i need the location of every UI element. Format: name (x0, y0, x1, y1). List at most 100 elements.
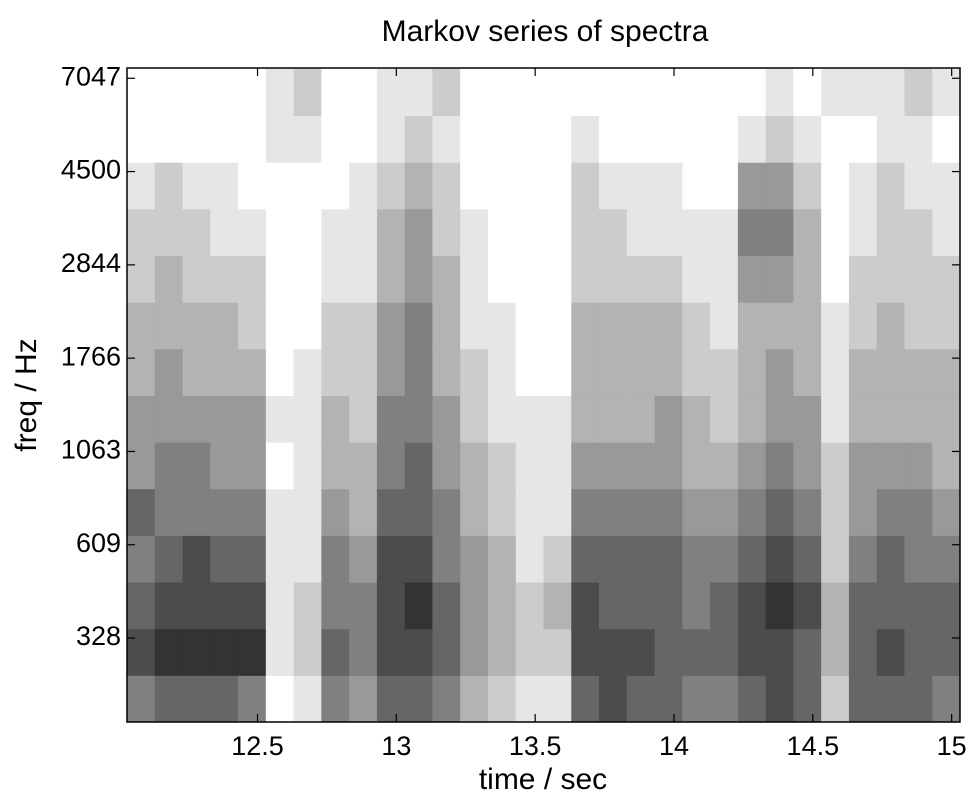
heatmap-cell (432, 208, 461, 257)
heatmap-cell (821, 115, 850, 163)
heatmap-cell (626, 535, 656, 583)
heatmap-cell (737, 488, 767, 536)
heatmap-cell (737, 675, 767, 723)
heatmap-cell (654, 348, 683, 396)
heatmap-cell (265, 115, 295, 163)
heatmap-cell (571, 675, 600, 723)
heatmap-cell (821, 535, 850, 583)
heatmap-cell (321, 395, 350, 443)
y-tick-label: 328 (76, 621, 121, 651)
heatmap-cell (710, 255, 739, 303)
heatmap-cell (543, 582, 572, 630)
heatmap-cell (432, 348, 461, 396)
heatmap-cell (626, 255, 656, 303)
heatmap-cell (765, 208, 794, 257)
heatmap-cell (599, 675, 628, 723)
heatmap-cell (460, 675, 489, 723)
heatmap-cell (293, 208, 322, 257)
heatmap-cell (515, 442, 544, 490)
heatmap-cell (737, 628, 767, 676)
heatmap-cell (904, 675, 933, 723)
heatmap-cell (876, 68, 905, 117)
heatmap-cell (682, 442, 711, 490)
heatmap-cell (460, 488, 489, 536)
heatmap-cell (682, 68, 711, 117)
heatmap-cell (376, 255, 406, 303)
x-tick-label: 14.5 (787, 731, 840, 761)
heatmap-cell (710, 582, 739, 630)
heatmap-cell (904, 68, 933, 117)
heatmap-cell (376, 208, 406, 257)
heatmap-cell (404, 68, 433, 117)
heatmap-cell (432, 488, 461, 536)
heatmap-cell (154, 675, 184, 723)
heatmap-cell (404, 208, 433, 257)
heatmap-cell (599, 488, 628, 536)
heatmap-cell (432, 628, 461, 676)
heatmap-cell (265, 348, 295, 396)
heatmap-cell (710, 675, 739, 723)
heatmap-cell (793, 302, 822, 350)
heatmap-cell (904, 348, 933, 396)
heatmap-cell (571, 255, 600, 303)
heatmap-cell (904, 395, 933, 443)
heatmap-cell (432, 442, 461, 490)
heatmap-cell (848, 68, 878, 117)
heatmap-cell (543, 68, 572, 117)
heatmap-cell (182, 68, 211, 117)
heatmap-cell (904, 208, 933, 257)
heatmap-cell (349, 488, 378, 536)
heatmap-cell (487, 162, 517, 210)
heatmap-cell (265, 488, 295, 536)
heatmap-cell (432, 582, 461, 630)
heatmap-cell (154, 488, 184, 536)
heatmap-cell (599, 302, 628, 350)
heatmap-cell (460, 115, 489, 163)
heatmap-cell (265, 302, 295, 350)
heatmap-cell (848, 582, 878, 630)
heatmap-cell (765, 442, 794, 490)
heatmap-cell (682, 302, 711, 350)
heatmap-cell (737, 208, 767, 257)
heatmap-cell (432, 68, 461, 117)
heatmap-cell (710, 208, 739, 257)
heatmap-cell (376, 535, 406, 583)
heatmap-cell (932, 442, 961, 490)
plot-frame (126, 67, 961, 723)
heatmap-cell (404, 628, 433, 676)
heatmap-cell (515, 488, 544, 536)
heatmap-cell (265, 255, 295, 303)
heatmap-cell (876, 255, 905, 303)
heatmap-cell (626, 628, 656, 676)
heatmap-cell (210, 162, 239, 210)
heatmap-cell (904, 628, 933, 676)
heatmap-cell (821, 395, 850, 443)
heatmap-cell (487, 395, 517, 443)
heatmap-cell (904, 488, 933, 536)
heatmap-cell (793, 348, 822, 396)
heatmap-cell (349, 68, 378, 117)
heatmap-cell (571, 582, 600, 630)
heatmap-cell (876, 395, 905, 443)
heatmap-cell (349, 628, 378, 676)
heatmap-cell (404, 442, 433, 490)
heatmap-cell (793, 255, 822, 303)
heatmap-cell (932, 162, 961, 210)
heatmap-cell (571, 488, 600, 536)
heatmap-cell (487, 488, 517, 536)
heatmap-cell (154, 115, 184, 163)
heatmap-cell (654, 675, 683, 723)
heatmap-cell (654, 442, 683, 490)
heatmap-cell (571, 628, 600, 676)
heatmap-cell (904, 255, 933, 303)
heatmap-cell (376, 395, 406, 443)
heatmap-cell (599, 162, 628, 210)
heatmap-cell (293, 535, 322, 583)
heatmap-cell (626, 395, 656, 443)
heatmap-cell (487, 582, 517, 630)
heatmap-cell (904, 115, 933, 163)
heatmap-cell (182, 488, 211, 536)
heatmap-cell (932, 68, 961, 117)
heatmap-cell (876, 302, 905, 350)
heatmap-cell (515, 535, 544, 583)
